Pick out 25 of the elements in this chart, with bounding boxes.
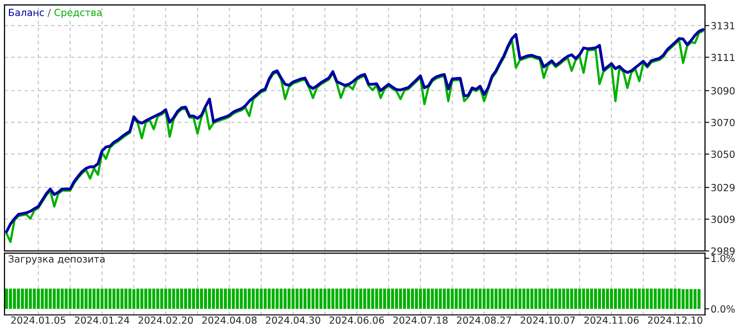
x-tick-label: 2024.11.06: [584, 316, 639, 324]
x-tick-label: 2024.01.05: [11, 316, 66, 324]
y-tick-label: 3029: [711, 184, 735, 192]
y-tick-label: 3009: [711, 216, 735, 224]
y-tick-label: 2989: [711, 247, 735, 255]
x-tick-label: 2024.01.24: [74, 316, 130, 324]
y-tick-label: 0.0%: [711, 305, 735, 313]
x-tick-label: 2024.04.30: [266, 316, 320, 324]
y-tick-label: 3131: [711, 22, 734, 30]
x-tick-label: 2024.06.06: [330, 316, 384, 324]
text: Баланс: [8, 8, 44, 16]
y-tick-label: 3070: [711, 118, 735, 126]
annotation: /: [48, 8, 51, 17]
y-tick-label: 1.0%: [712, 254, 735, 262]
y-tick-label: 3111: [711, 54, 734, 62]
x-tick-label: 2024.04.08: [202, 316, 257, 324]
y-tick-label: 3050: [711, 150, 735, 158]
x-tick-label: 2024.08.27: [456, 316, 512, 324]
text: Средства: [54, 8, 102, 18]
x-tick-label: 2024.02.20: [138, 316, 193, 324]
x-tick-label: 2024.07.18: [393, 316, 448, 324]
x-tick-label: 2024.10.07: [520, 316, 575, 324]
y-tick-label: 3090: [711, 87, 735, 94]
chart-title: Загрузка депозита: [8, 255, 105, 264]
x-tick-label: 2024.12.10: [648, 316, 702, 324]
